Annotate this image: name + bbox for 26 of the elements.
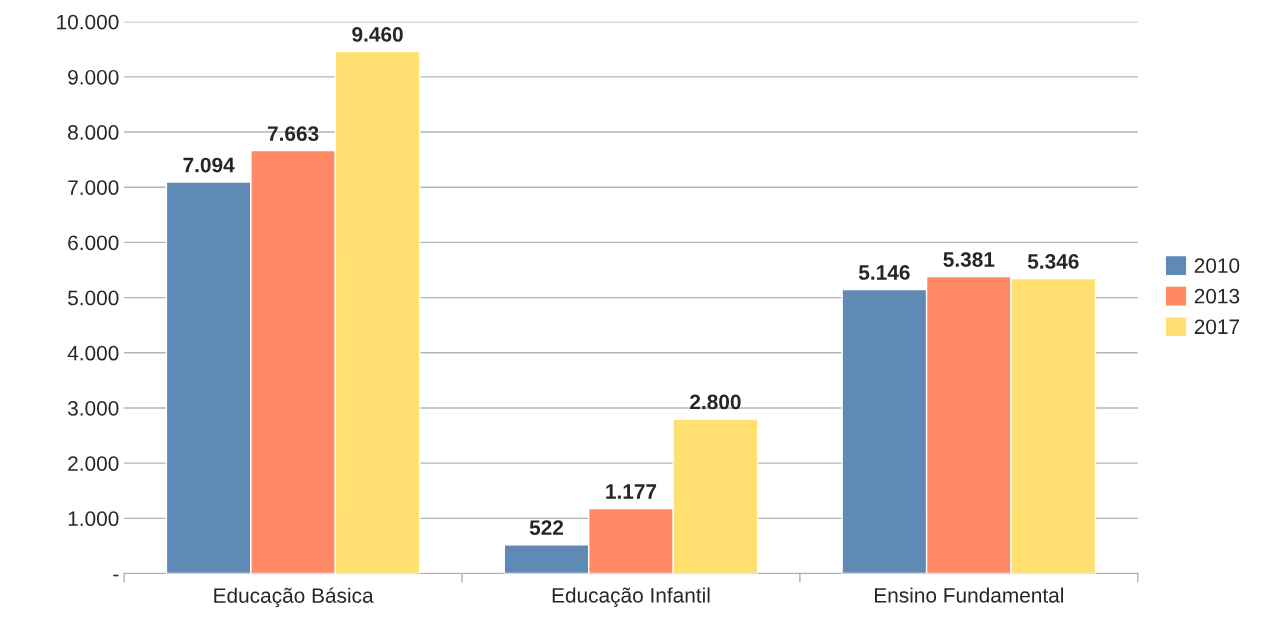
y-tick-label: 4.000 [67,345,119,361]
data-label: 5.146 [858,265,910,280]
data-label: 5.346 [1027,254,1079,269]
y-tick-label: 6.000 [68,235,119,251]
data-label: 7.094 [183,157,235,173]
x-tick-label: Educação Básica [214,587,374,608]
y-tick-label: 10.000 [57,14,119,30]
x-tick-label: Ensino Fundamental [875,587,1063,603]
y-tick-label: 7.000 [68,180,119,195]
data-label: 1.177 [606,484,657,499]
data-label: 5.381 [943,252,995,267]
y-tick-label: 8.000 [68,125,119,140]
legend-label: 2010 [1194,258,1240,273]
legend-label: 2013 [1194,288,1240,304]
data-label: 9.460 [352,27,403,42]
data-label: 7.663 [267,126,319,142]
y-tick-label: 2.000 [68,456,119,471]
y-tick-label: 9.000 [68,69,119,85]
data-label: 2.800 [690,394,741,410]
legend-label: 2017 [1194,319,1240,335]
x-tick-label: Educação Infantil [552,587,710,607]
y-tick-label: 3.000 [67,400,119,416]
data-label: 522 [529,520,564,536]
y-tick-label: 1.000 [68,511,119,527]
y-tick-label: - [113,574,119,577]
y-tick-label: 5.000 [68,290,119,306]
